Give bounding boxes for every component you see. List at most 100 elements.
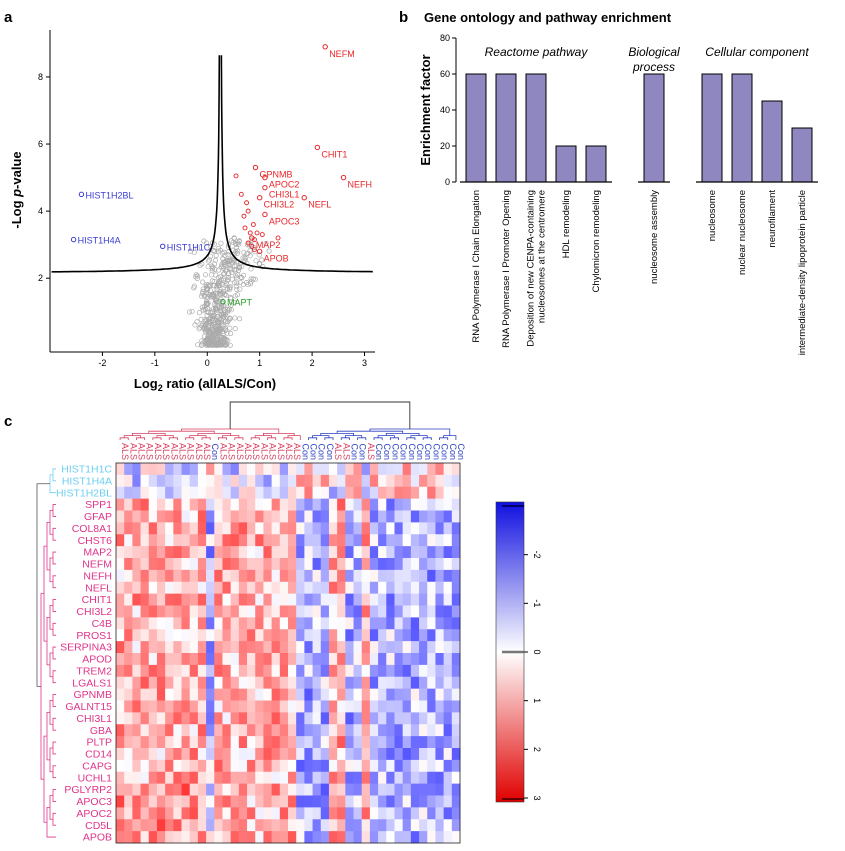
ns-point xyxy=(201,333,207,339)
heatmap-cell xyxy=(255,629,264,642)
heatmap-cell xyxy=(410,558,420,571)
heatmap-cell xyxy=(197,569,207,583)
heatmap-cell xyxy=(156,688,166,701)
heatmap-cell xyxy=(296,581,305,595)
heatmap-cell xyxy=(247,593,256,606)
heatmap-cell xyxy=(427,759,436,773)
heatmap-cell xyxy=(156,795,166,808)
heatmap-cell xyxy=(214,664,223,678)
row-label: HIST1H2BL xyxy=(56,487,112,499)
ns-point xyxy=(211,312,217,318)
ns-point xyxy=(256,252,262,258)
heatmap-cell xyxy=(410,724,420,737)
labeled-point xyxy=(262,211,268,218)
heatmap-cell xyxy=(427,771,436,785)
heatmap-cell xyxy=(288,759,297,773)
heatmap-cell xyxy=(238,748,248,761)
heatmap-cell xyxy=(378,819,387,832)
heatmap-cell xyxy=(247,546,256,559)
heatmap-cell xyxy=(181,771,191,785)
heatmap-cell xyxy=(165,605,174,618)
heatmap-cell xyxy=(345,795,354,808)
heatmap-cell xyxy=(435,593,445,606)
heatmap-cell xyxy=(394,783,404,796)
point-label: APOC3 xyxy=(269,216,300,226)
row-label: UCHL1 xyxy=(78,772,113,784)
heatmap-cell xyxy=(378,712,387,725)
heatmap-cell xyxy=(296,593,305,606)
heatmap-cell xyxy=(353,664,363,678)
column-label: ALS xyxy=(128,443,138,460)
heatmap-cell xyxy=(148,522,158,535)
heatmap-cell xyxy=(369,664,379,678)
heatmap-cell xyxy=(435,474,445,488)
heatmap-cell xyxy=(394,759,404,773)
heatmap-cell xyxy=(378,676,387,690)
heatmap-cell xyxy=(271,653,281,666)
heatmap-cell xyxy=(197,593,207,606)
heatmap-cell xyxy=(328,581,338,595)
heatmap-cell xyxy=(378,558,387,571)
heatmap-cell xyxy=(419,474,428,488)
heatmap-cell xyxy=(435,605,445,618)
heatmap-cell xyxy=(214,617,223,630)
heatmap-cell xyxy=(443,498,453,511)
heatmap-cell xyxy=(353,558,363,571)
heatmap-cell xyxy=(230,474,240,488)
heatmap-cell xyxy=(206,831,215,844)
heatmap-cell xyxy=(312,498,322,511)
row-label: PROS1 xyxy=(76,630,112,642)
heatmap-cell xyxy=(320,498,330,511)
x-tick-label: -1 xyxy=(151,358,159,368)
row-label: HIST1H1C xyxy=(61,464,112,476)
heatmap-cell xyxy=(443,736,453,749)
heatmap-cell xyxy=(451,676,461,690)
heatmap-cell xyxy=(312,653,322,666)
column-label: Con xyxy=(358,443,368,460)
heatmap-cell xyxy=(451,522,461,535)
column-label: Con xyxy=(448,443,458,460)
heatmap-cell xyxy=(230,712,240,725)
heatmap-cell xyxy=(255,807,264,820)
heatmap-cell xyxy=(345,807,354,820)
heatmap-cell xyxy=(132,795,141,808)
ns-point xyxy=(231,280,237,286)
heatmap-cell xyxy=(189,546,199,559)
heatmap-cell xyxy=(165,593,174,606)
heatmap-cell xyxy=(345,664,354,678)
heatmap-cell xyxy=(189,486,199,500)
heatmap-cell xyxy=(386,474,395,488)
heatmap-cell xyxy=(263,605,273,618)
heatmap-cell xyxy=(271,771,281,785)
heatmap-cell xyxy=(255,795,264,808)
heatmap-cell xyxy=(116,831,125,844)
heatmap-cell xyxy=(214,736,223,749)
heatmap-cell xyxy=(140,653,150,666)
heatmap-cell xyxy=(206,546,215,559)
heatmap-cell xyxy=(140,617,150,630)
heatmap-cell xyxy=(263,759,273,773)
labeled-point xyxy=(256,248,263,255)
heatmap-cell xyxy=(304,522,313,535)
row-label: NEFH xyxy=(83,570,112,582)
heatmap-cell xyxy=(116,771,125,785)
heatmap-cell xyxy=(312,581,322,595)
heatmap-cell xyxy=(288,700,297,713)
ns-point xyxy=(211,333,217,339)
point-label: MAP2 xyxy=(256,240,281,250)
heatmap-cell xyxy=(451,807,461,820)
heatmap-cell xyxy=(427,605,436,618)
heatmap-cell xyxy=(427,641,436,654)
heatmap-cell xyxy=(148,664,158,678)
heatmap-cell xyxy=(394,581,404,595)
heatmap-cell xyxy=(402,831,412,844)
heatmap-cell xyxy=(271,486,281,500)
heatmap-cell xyxy=(173,617,182,630)
colorbar-tick-label: -1 xyxy=(532,599,542,607)
heatmap-cell xyxy=(230,700,240,713)
heatmap-cell xyxy=(369,783,379,796)
heatmap-cell xyxy=(296,617,305,630)
heatmap-cell xyxy=(230,831,240,844)
heatmap-cell xyxy=(394,558,404,571)
heatmap-cell xyxy=(402,593,412,606)
